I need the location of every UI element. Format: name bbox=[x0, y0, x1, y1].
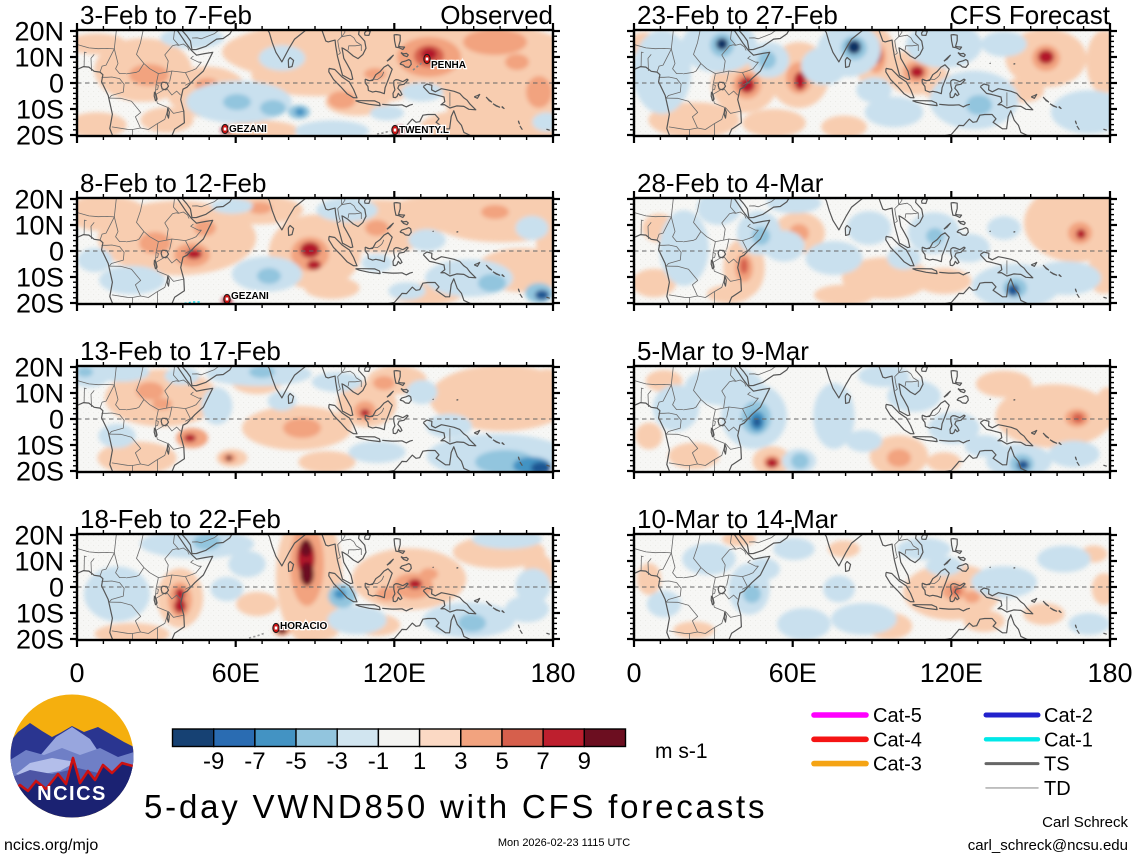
svg-text:10N: 10N bbox=[14, 547, 64, 577]
svg-text:180: 180 bbox=[1087, 658, 1132, 688]
svg-text:28-Feb to 4-Mar: 28-Feb to 4-Mar bbox=[637, 168, 824, 198]
svg-text:5-day VWND850 with CFS forecas: 5-day VWND850 with CFS forecasts bbox=[144, 788, 767, 825]
svg-text:0: 0 bbox=[49, 69, 64, 99]
svg-text:PENHA: PENHA bbox=[431, 60, 466, 71]
svg-text:GEZANI: GEZANI bbox=[229, 124, 267, 135]
svg-text:20N: 20N bbox=[14, 185, 64, 215]
svg-text:m s-1: m s-1 bbox=[655, 740, 708, 763]
svg-text:TWENTY.L: TWENTY.L bbox=[399, 125, 449, 136]
svg-text:23-Feb to 27-Feb: 23-Feb to 27-Feb bbox=[637, 0, 838, 30]
svg-text:1: 1 bbox=[413, 748, 426, 775]
svg-text:9: 9 bbox=[578, 748, 591, 775]
svg-text:-7: -7 bbox=[244, 748, 265, 775]
svg-text:-9: -9 bbox=[203, 748, 224, 775]
svg-text:-1: -1 bbox=[368, 748, 389, 775]
svg-text:20N: 20N bbox=[14, 17, 64, 47]
svg-text:10S: 10S bbox=[16, 599, 64, 629]
svg-text:120E: 120E bbox=[363, 658, 426, 688]
svg-text:180: 180 bbox=[530, 658, 575, 688]
svg-text:20S: 20S bbox=[16, 121, 64, 151]
svg-text:10N: 10N bbox=[14, 379, 64, 409]
svg-text:20S: 20S bbox=[16, 625, 64, 655]
svg-text:60E: 60E bbox=[212, 658, 260, 688]
svg-text:Cat-3: Cat-3 bbox=[873, 754, 922, 776]
svg-text:18-Feb to 22-Feb: 18-Feb to 22-Feb bbox=[80, 504, 281, 534]
svg-text:0: 0 bbox=[49, 573, 64, 603]
svg-text:Cat-4: Cat-4 bbox=[873, 729, 922, 751]
svg-text:0: 0 bbox=[626, 658, 641, 688]
svg-text:NCICS: NCICS bbox=[37, 783, 107, 805]
svg-text:10S: 10S bbox=[16, 431, 64, 461]
svg-text:HORACIO: HORACIO bbox=[280, 621, 327, 632]
svg-text:0: 0 bbox=[49, 237, 64, 267]
svg-text:10-Mar to 14-Mar: 10-Mar to 14-Mar bbox=[637, 504, 838, 534]
svg-text:Cat-1: Cat-1 bbox=[1044, 729, 1093, 751]
svg-text:CFS Forecast: CFS Forecast bbox=[950, 0, 1111, 30]
svg-text:120E: 120E bbox=[920, 658, 983, 688]
svg-text:TS: TS bbox=[1044, 754, 1070, 776]
svg-text:carl_schreck@ncsu.edu: carl_schreck@ncsu.edu bbox=[968, 837, 1128, 854]
svg-text:10N: 10N bbox=[14, 43, 64, 73]
svg-text:13-Feb to 17-Feb: 13-Feb to 17-Feb bbox=[80, 336, 281, 366]
svg-text:10S: 10S bbox=[16, 95, 64, 125]
svg-text:-5: -5 bbox=[285, 748, 306, 775]
svg-text:-3: -3 bbox=[327, 748, 348, 775]
svg-text:5: 5 bbox=[495, 748, 508, 775]
svg-text:GEZANI: GEZANI bbox=[231, 291, 269, 302]
svg-text:ncics.org/mjo: ncics.org/mjo bbox=[4, 837, 98, 854]
svg-text:Carl Schreck: Carl Schreck bbox=[1042, 814, 1128, 831]
svg-text:60E: 60E bbox=[769, 658, 817, 688]
svg-text:Cat-5: Cat-5 bbox=[873, 705, 922, 727]
svg-text:8-Feb to 12-Feb: 8-Feb to 12-Feb bbox=[80, 168, 266, 198]
svg-text:0: 0 bbox=[69, 658, 84, 688]
svg-text:Cat-2: Cat-2 bbox=[1044, 705, 1093, 727]
svg-text:3: 3 bbox=[454, 748, 467, 775]
svg-text:20N: 20N bbox=[14, 521, 64, 551]
svg-text:0: 0 bbox=[49, 405, 64, 435]
svg-text:10N: 10N bbox=[14, 211, 64, 241]
svg-text:20S: 20S bbox=[16, 457, 64, 487]
svg-text:Observed: Observed bbox=[440, 0, 553, 30]
svg-text:7: 7 bbox=[536, 748, 549, 775]
svg-text:20N: 20N bbox=[14, 353, 64, 383]
svg-text:10S: 10S bbox=[16, 263, 64, 293]
svg-text:TD: TD bbox=[1044, 778, 1071, 800]
svg-text:Mon 2026-02-23 1115 UTC: Mon 2026-02-23 1115 UTC bbox=[498, 837, 630, 849]
svg-text:20S: 20S bbox=[16, 289, 64, 319]
svg-text:3-Feb to 7-Feb: 3-Feb to 7-Feb bbox=[80, 0, 252, 30]
svg-text:5-Mar to 9-Mar: 5-Mar to 9-Mar bbox=[637, 336, 809, 366]
